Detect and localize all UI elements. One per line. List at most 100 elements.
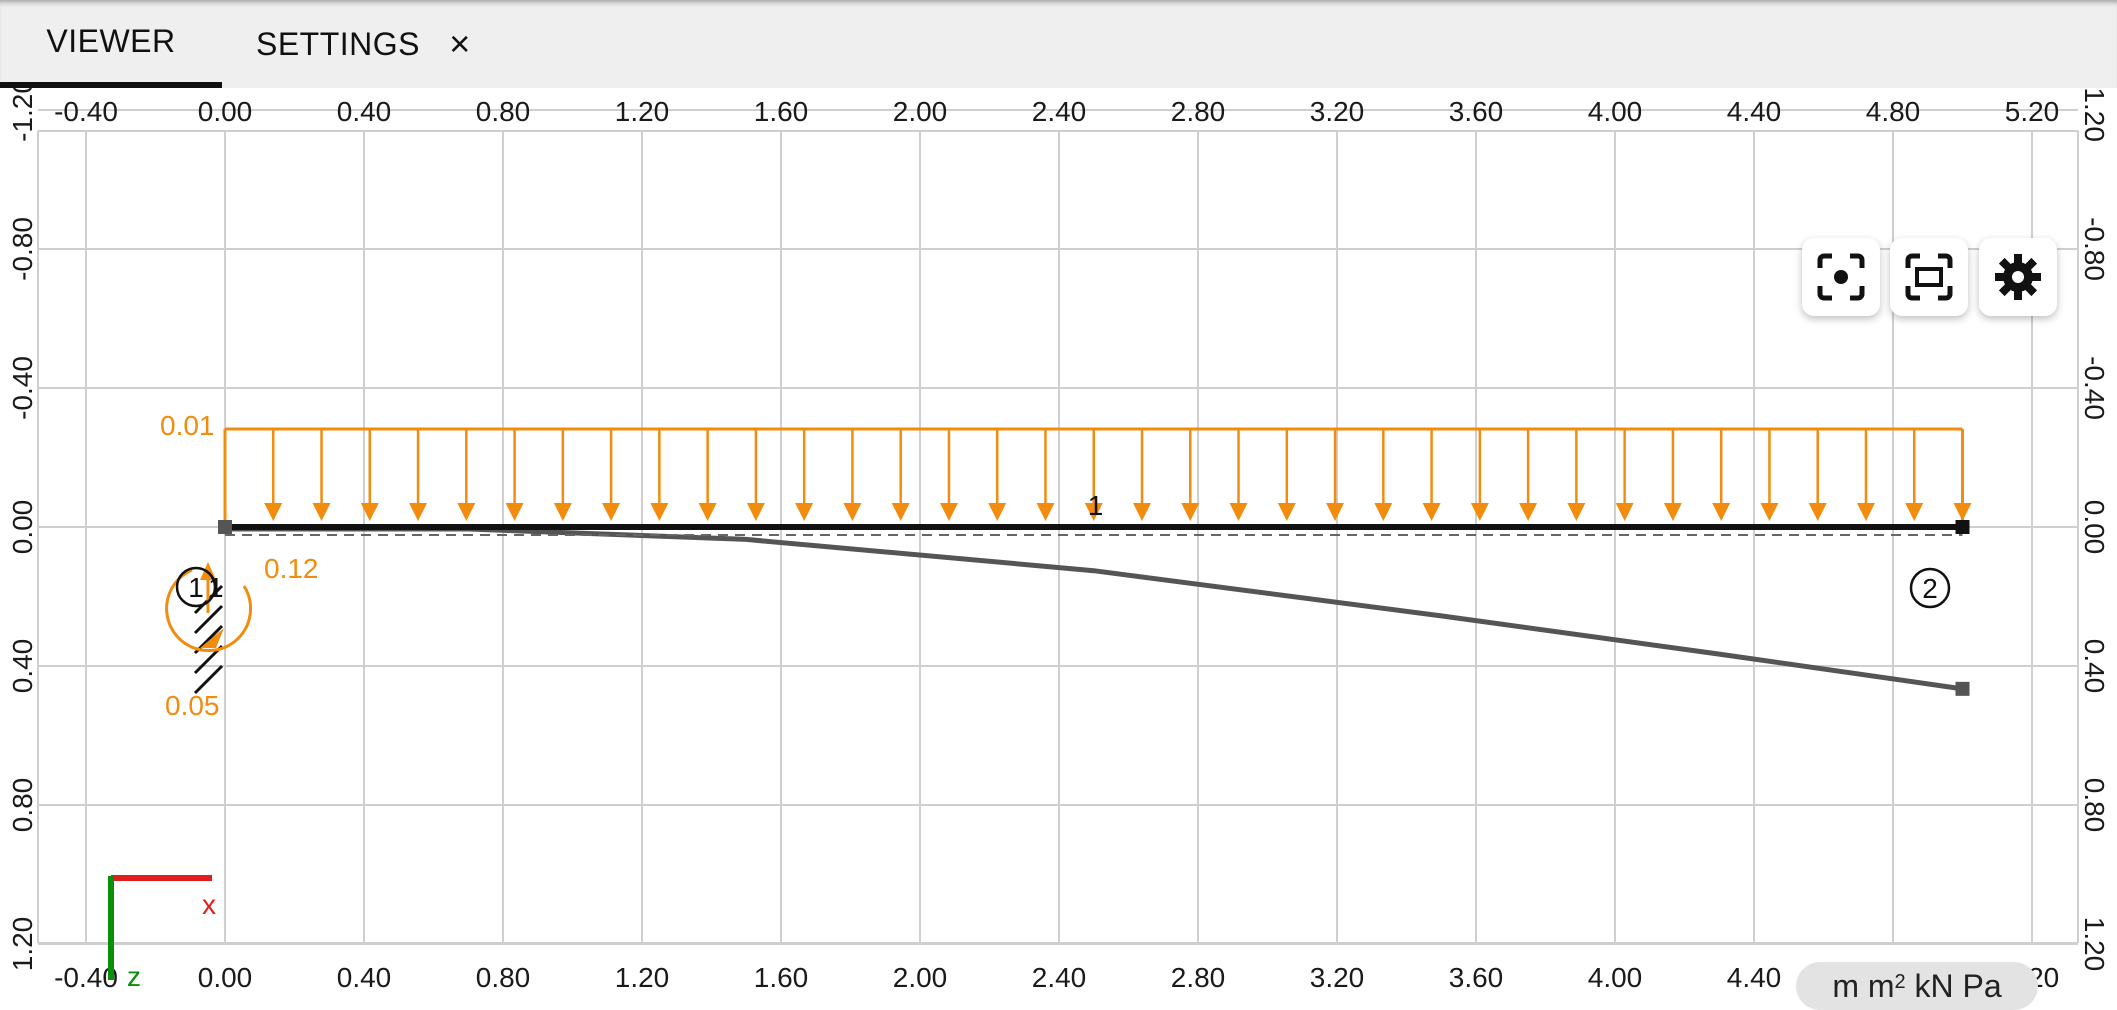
moment-reaction-arc (165, 568, 253, 653)
x-tick-label-bottom: 3.20 (1310, 962, 1365, 993)
x-tick-label-top: 2.00 (893, 96, 948, 127)
z-axis-label: z (127, 961, 141, 992)
x-tick-label-bottom: 0.00 (198, 962, 253, 993)
grid (37, 109, 2079, 945)
load-arrow-head (650, 503, 669, 521)
tab-viewer[interactable]: VIEWER (0, 0, 222, 88)
load-arrow-head (1374, 503, 1393, 521)
x-tick-label-bottom: 4.00 (1588, 962, 1643, 993)
y-tick-label-left: 0.80 (7, 778, 38, 833)
y-tick-label-right: 1.20 (2079, 917, 2110, 972)
structural-viewer-canvas[interactable]: -0.40 -0.40 0.00 0.00 0.40 0.40 0.80 0.80 1.20 1.… (0, 88, 2117, 1010)
node-2-marker[interactable] (1955, 520, 1970, 534)
x-tick-label-top: 4.00 (1588, 96, 1643, 127)
x-tick-label-bottom: 1.20 (615, 962, 670, 993)
deflected-node-marker (1955, 681, 1970, 696)
node-1-marker[interactable] (218, 520, 232, 534)
load-arrow-head (746, 503, 765, 521)
deflected-shape-line (225, 526, 1963, 692)
load-arrow-head (1856, 503, 1875, 521)
distributed-load-label: 0.01 (160, 410, 215, 441)
load-arrow-head (939, 503, 958, 521)
fit-view-button[interactable] (1890, 238, 1968, 316)
y-tick-label-right: 0.80 (2079, 778, 2110, 833)
vertical-reaction-label: 0.12 (264, 553, 319, 584)
y-tick-label-left: -0.40 (7, 356, 38, 420)
y-tick-label-right: 0.00 (2079, 500, 2110, 555)
load-arrow-head (843, 503, 862, 521)
member-label: 1 (1088, 490, 1104, 521)
load-arrow-head (1905, 503, 1924, 521)
load-arrow-head (1181, 503, 1200, 521)
x-tick-label-top: 5.20 (2005, 96, 2060, 127)
load-arrow-head (1133, 503, 1152, 521)
gear-icon (1995, 254, 2041, 300)
load-arrow-head (1470, 503, 1489, 521)
x-tick-label-top: 3.20 (1310, 96, 1365, 127)
load-arrow-head (988, 503, 1007, 521)
x-tick-label-top: 0.00 (198, 96, 253, 127)
x-tick-label-top: 3.60 (1449, 96, 1504, 127)
units-text-before: m m (1832, 967, 1895, 1004)
viewer-svg: -0.40 -0.40 0.00 0.00 0.40 0.40 0.80 0.80 1.20 1.… (7, 88, 2110, 993)
load-arrow-head (891, 503, 910, 521)
x-tick-label-top: 0.40 (337, 96, 392, 127)
load-arrow-head (1036, 503, 1055, 521)
svg-text:1: 1 (188, 572, 204, 603)
x-tick-label-top: 2.80 (1171, 96, 1226, 127)
x-tick-label-top: 4.80 (1866, 96, 1921, 127)
x-tick-label-bottom: 2.00 (893, 962, 948, 993)
load-arrow-head (1519, 503, 1538, 521)
node-2-label: 2 (1909, 567, 1951, 609)
fit-view-icon (1905, 253, 1953, 301)
units-superscript: 2 (1894, 970, 1906, 993)
load-arrow-head (1084, 503, 1103, 521)
load-arrow-head (1760, 503, 1779, 521)
load-arrow-head (1615, 503, 1634, 521)
svg-text:2: 2 (1922, 573, 1938, 604)
x-tick-label-top: 2.40 (1032, 96, 1087, 127)
load-arrow-head (698, 503, 717, 521)
support-label: 1 (208, 572, 224, 603)
y-tick-label-left: 1.20 (7, 917, 38, 972)
load-arrow-head (1277, 503, 1296, 521)
load-arrow-head (1953, 503, 1972, 521)
x-tick-label-bottom: 2.80 (1171, 962, 1226, 993)
node-1-label: 1 (175, 566, 217, 608)
x-tick-label-bottom: 0.80 (476, 962, 531, 993)
y-tick-label-right: -1.20 (2079, 88, 2110, 142)
x-tick-label-bottom: -0.40 (54, 962, 118, 993)
x-tick-label-top: 1.20 (615, 96, 670, 127)
x-tick-label-top: 1.60 (754, 96, 809, 127)
y-tick-label-right: -0.80 (2079, 217, 2110, 281)
x-tick-label-top: 0.80 (476, 96, 531, 127)
load-arrow-head (264, 503, 283, 521)
load-arrow-head (1422, 503, 1441, 521)
tab-settings[interactable]: SETTINGS (255, 25, 420, 62)
x-axis-label: x (202, 889, 216, 920)
x-tick-label-top: -0.40 (54, 96, 118, 127)
load-arrow-head (1326, 503, 1345, 521)
load-arrow-head (1567, 503, 1586, 521)
close-tab-button[interactable]: × (449, 23, 471, 64)
focus-icon (1817, 253, 1865, 301)
y-tick-label-right: 0.40 (2079, 639, 2110, 694)
x-tick-label-bottom: 0.40 (337, 962, 392, 993)
moment-reaction-label: 0.05 (165, 690, 220, 721)
units-text-after: kN Pa (1905, 967, 2002, 1004)
y-tick-label-left: 0.00 (7, 500, 38, 555)
x-tick-label-bottom: 2.40 (1032, 962, 1087, 993)
x-tick-label-top: 4.40 (1727, 96, 1782, 127)
settings-button[interactable] (1979, 238, 2057, 316)
y-tick-label-left: 0.40 (7, 639, 38, 694)
load-arrow-head (1229, 503, 1248, 521)
load-arrow-head (1663, 503, 1682, 521)
coordinate-axes-indicator: x z (108, 875, 216, 992)
y-tick-label-right: -0.40 (2079, 356, 2110, 420)
load-arrow-head (457, 503, 476, 521)
axis-tick-labels: -0.40 -0.40 0.00 0.00 0.40 0.40 0.80 0.80 1.20 1.… (7, 88, 2110, 993)
load-arrow-head (795, 503, 814, 521)
load-arrow-head (312, 503, 331, 521)
focus-button[interactable] (1802, 238, 1880, 316)
